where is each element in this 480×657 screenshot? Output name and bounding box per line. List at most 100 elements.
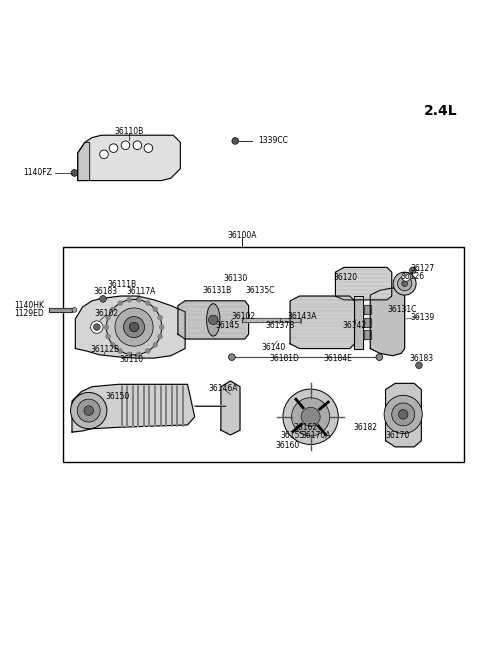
Circle shape <box>127 298 132 302</box>
Text: 36184E: 36184E <box>324 353 352 363</box>
Text: 36102: 36102 <box>94 309 119 318</box>
Circle shape <box>118 301 122 306</box>
Circle shape <box>106 315 110 320</box>
Text: 36182: 36182 <box>353 423 377 432</box>
Circle shape <box>153 307 157 311</box>
Circle shape <box>208 315 218 325</box>
Circle shape <box>107 300 162 355</box>
Circle shape <box>106 334 110 339</box>
Circle shape <box>136 298 141 302</box>
Text: 36150: 36150 <box>105 392 130 401</box>
Circle shape <box>91 321 103 333</box>
Circle shape <box>72 307 77 312</box>
Text: 1140HK: 1140HK <box>14 301 44 310</box>
Text: 36131B: 36131B <box>203 286 232 295</box>
Text: 1129ED: 1129ED <box>14 309 44 318</box>
Circle shape <box>133 141 142 150</box>
Polygon shape <box>290 296 355 349</box>
Text: 36120: 36120 <box>334 273 358 282</box>
Circle shape <box>127 352 132 357</box>
Circle shape <box>402 281 408 286</box>
Polygon shape <box>336 267 392 300</box>
Circle shape <box>144 144 153 152</box>
Polygon shape <box>75 296 185 358</box>
Circle shape <box>283 389 338 445</box>
Text: 36170: 36170 <box>385 431 409 440</box>
Text: 1339CC: 1339CC <box>258 137 288 145</box>
Text: 36102: 36102 <box>232 311 256 321</box>
Text: 36112B: 36112B <box>91 344 120 353</box>
Circle shape <box>153 342 157 348</box>
Text: 36146A: 36146A <box>208 384 238 393</box>
Text: 36127: 36127 <box>410 264 434 273</box>
Circle shape <box>416 362 422 369</box>
Circle shape <box>145 349 150 353</box>
Polygon shape <box>364 305 371 313</box>
Circle shape <box>115 308 153 346</box>
Text: 36143A: 36143A <box>288 311 317 321</box>
Circle shape <box>109 144 118 152</box>
Text: 36170A: 36170A <box>301 431 331 440</box>
Circle shape <box>129 323 139 332</box>
Circle shape <box>392 403 415 426</box>
Circle shape <box>110 342 115 348</box>
Text: 36117A: 36117A <box>126 287 156 296</box>
Circle shape <box>384 396 422 434</box>
Text: 36130: 36130 <box>223 275 247 283</box>
Polygon shape <box>178 301 249 339</box>
Circle shape <box>232 137 239 145</box>
Text: 36126: 36126 <box>401 271 425 281</box>
Circle shape <box>123 317 144 338</box>
Circle shape <box>145 301 150 306</box>
Text: 36145: 36145 <box>215 321 239 330</box>
Polygon shape <box>364 318 371 327</box>
Circle shape <box>376 353 383 361</box>
Circle shape <box>104 325 109 329</box>
Polygon shape <box>49 308 72 312</box>
Circle shape <box>409 267 416 273</box>
Ellipse shape <box>206 304 220 336</box>
Circle shape <box>158 315 162 320</box>
Polygon shape <box>242 318 300 323</box>
Circle shape <box>71 170 78 176</box>
Polygon shape <box>221 381 240 435</box>
Circle shape <box>84 406 94 415</box>
Circle shape <box>121 141 130 150</box>
Circle shape <box>71 392 107 429</box>
Circle shape <box>402 273 410 281</box>
Text: 36110: 36110 <box>119 355 143 363</box>
Text: 36142: 36142 <box>342 321 367 330</box>
Circle shape <box>228 353 235 361</box>
Text: 36160: 36160 <box>276 442 300 451</box>
Circle shape <box>100 150 108 158</box>
Text: 36140: 36140 <box>261 343 286 352</box>
Text: 36135C: 36135C <box>246 286 275 295</box>
Text: 2.4L: 2.4L <box>424 104 457 118</box>
Text: 1140FZ: 1140FZ <box>23 168 52 177</box>
Circle shape <box>159 325 164 329</box>
Circle shape <box>158 334 162 339</box>
Text: 36155: 36155 <box>280 431 305 440</box>
Text: 36111B: 36111B <box>108 280 137 288</box>
Text: 36100A: 36100A <box>228 231 257 240</box>
Circle shape <box>110 307 115 311</box>
Circle shape <box>94 324 100 330</box>
Text: 36139: 36139 <box>410 313 434 321</box>
Polygon shape <box>354 296 363 349</box>
Polygon shape <box>78 135 180 181</box>
Polygon shape <box>72 384 195 432</box>
Circle shape <box>136 352 141 357</box>
Polygon shape <box>370 288 405 355</box>
Circle shape <box>398 409 408 419</box>
Circle shape <box>397 277 412 291</box>
Polygon shape <box>78 143 90 181</box>
Circle shape <box>393 272 416 295</box>
Circle shape <box>77 399 100 422</box>
Polygon shape <box>385 384 421 447</box>
Text: 36131C: 36131C <box>387 305 417 314</box>
Text: 36110B: 36110B <box>115 127 144 136</box>
Text: 36137B: 36137B <box>265 321 294 330</box>
Text: 36162: 36162 <box>294 423 318 432</box>
Circle shape <box>301 407 320 426</box>
Circle shape <box>118 349 122 353</box>
